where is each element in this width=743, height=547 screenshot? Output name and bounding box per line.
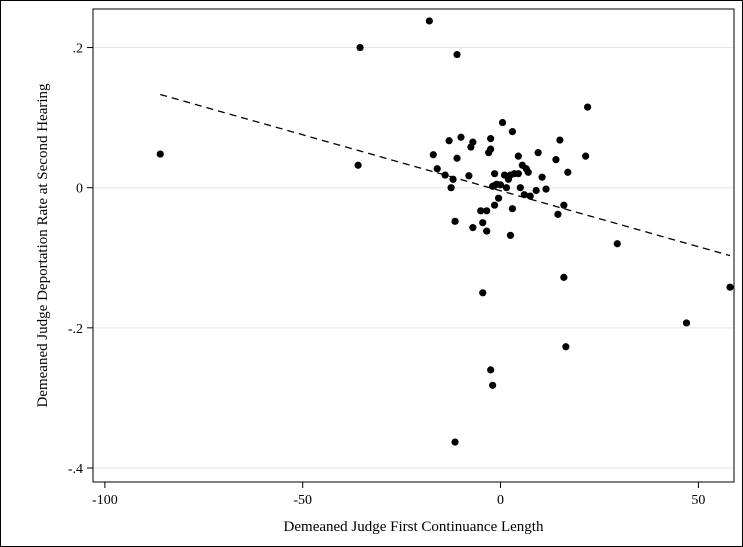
data-point [562,343,570,351]
data-point [534,149,542,157]
x-tick-label: 50 [691,493,705,508]
data-point [449,175,457,183]
data-point [496,181,505,189]
y-tick-label: .2 [73,42,84,57]
y-tick-label: -.2 [68,322,83,337]
data-point [613,240,621,248]
data-point [532,186,540,195]
data-point [447,184,455,192]
fit-line-group [160,93,731,257]
data-point [489,381,497,389]
data-point [520,191,528,199]
data-point [451,217,459,225]
data-point [487,366,495,374]
data-point [560,273,568,281]
data-point [516,184,524,192]
x-tick-label: 0 [497,493,504,508]
data-point [526,192,534,200]
y-axis-title: Demeaned Judge Deportation Rate at Secon… [35,83,51,408]
data-point [453,50,461,59]
data-point [479,219,487,227]
x-axis-title: Demeaned Judge First Continuance Length [284,519,544,535]
data-point [469,224,477,232]
data-point [487,145,495,153]
y-tick-label: 0 [76,182,83,197]
data-point [560,201,568,209]
data-point [465,172,473,180]
data-point [538,173,546,181]
data-point [682,319,691,327]
y-tick-label: -.4 [68,462,83,477]
data-point [583,103,592,111]
data-point [524,168,532,176]
data-point [494,194,503,202]
data-point [491,170,499,178]
data-point [477,207,485,215]
data-point [453,154,461,162]
data-point [156,150,164,158]
data-point [508,128,517,136]
data-point [441,171,449,179]
data-point [502,184,511,192]
data-point [356,43,364,52]
plot-area [92,8,735,483]
data-point [498,118,507,127]
data-point [514,170,522,178]
data-point [469,138,477,146]
data-point [542,185,550,193]
data-point [491,201,499,209]
data-point [457,133,465,141]
data-point [726,283,734,291]
data-point [451,438,459,446]
x-tick-label: -50 [293,493,312,508]
data-point [483,207,491,215]
data-point [433,165,441,173]
data-point [564,168,572,176]
gridlines [93,47,734,469]
data-point [514,152,522,160]
fit-line [160,93,731,257]
data-point [429,151,437,159]
data-point [445,137,453,145]
data-point [554,210,562,218]
data-point [483,227,491,235]
data-point [354,161,362,169]
data-point [582,152,590,160]
data-points [156,17,734,446]
data-point [479,289,487,297]
data-point [556,136,564,144]
y-axis: -.4 -.2 0 .2 [68,42,93,477]
data-point [487,135,495,143]
x-tick-label: -100 [92,493,118,508]
data-point [506,231,515,239]
x-axis: -100 -50 0 50 [92,482,705,508]
data-point [425,17,433,25]
data-point [552,156,560,164]
data-point [508,205,517,213]
